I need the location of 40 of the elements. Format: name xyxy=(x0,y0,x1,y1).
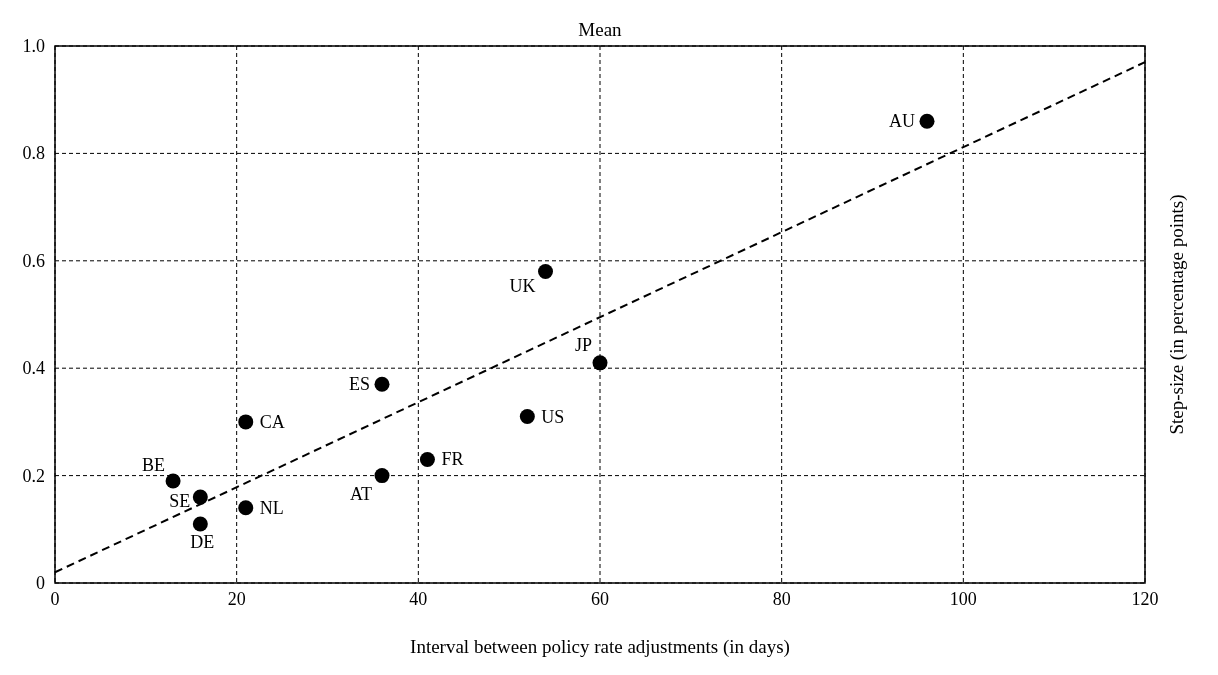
x-tick-label: 60 xyxy=(591,589,609,609)
x-tick-label: 80 xyxy=(772,589,791,609)
y-axis-title: Step-size (in percentage points) xyxy=(1166,194,1188,435)
point xyxy=(374,376,390,392)
point xyxy=(374,468,390,484)
annotation: SE xyxy=(169,491,191,512)
y-tick-label: 0.8 xyxy=(22,143,45,164)
annotation: JP xyxy=(574,334,592,355)
annotation: US xyxy=(541,406,565,427)
point xyxy=(919,113,935,129)
point xyxy=(192,516,208,532)
y-tick-label: 0.6 xyxy=(22,250,45,271)
x-tick-label: 120 xyxy=(1131,589,1159,609)
y-tick-label: 0.4 xyxy=(22,358,45,379)
x-tick-label: 0 xyxy=(50,589,60,609)
point xyxy=(519,409,535,425)
annotation: AU xyxy=(889,111,915,132)
point xyxy=(165,473,181,489)
point xyxy=(592,355,608,371)
annotation: CA xyxy=(259,411,285,432)
x-tick-label: 100 xyxy=(949,589,977,609)
point xyxy=(238,414,254,430)
y-tick-label: 0 xyxy=(36,573,45,593)
x-tick-label: 40 xyxy=(409,589,428,609)
y-tick-label: 1.0 xyxy=(22,36,45,56)
annotation: FR xyxy=(441,449,464,470)
annotation: BE xyxy=(142,454,166,475)
annotation: AT xyxy=(350,483,372,504)
chart-title: Mean xyxy=(578,19,623,40)
annotation: UK xyxy=(509,275,536,296)
y-tick-label: 0.2 xyxy=(22,465,45,486)
point xyxy=(538,264,553,280)
annotation: ES xyxy=(348,374,370,395)
point xyxy=(419,451,435,467)
point xyxy=(238,500,254,516)
annotation: NL xyxy=(259,497,284,518)
annotation: DE xyxy=(190,531,215,552)
x-tick-label: 20 xyxy=(227,589,246,609)
point xyxy=(192,489,208,505)
x-axis-title: Interval between policy rate adjustments (in days) xyxy=(410,636,790,658)
